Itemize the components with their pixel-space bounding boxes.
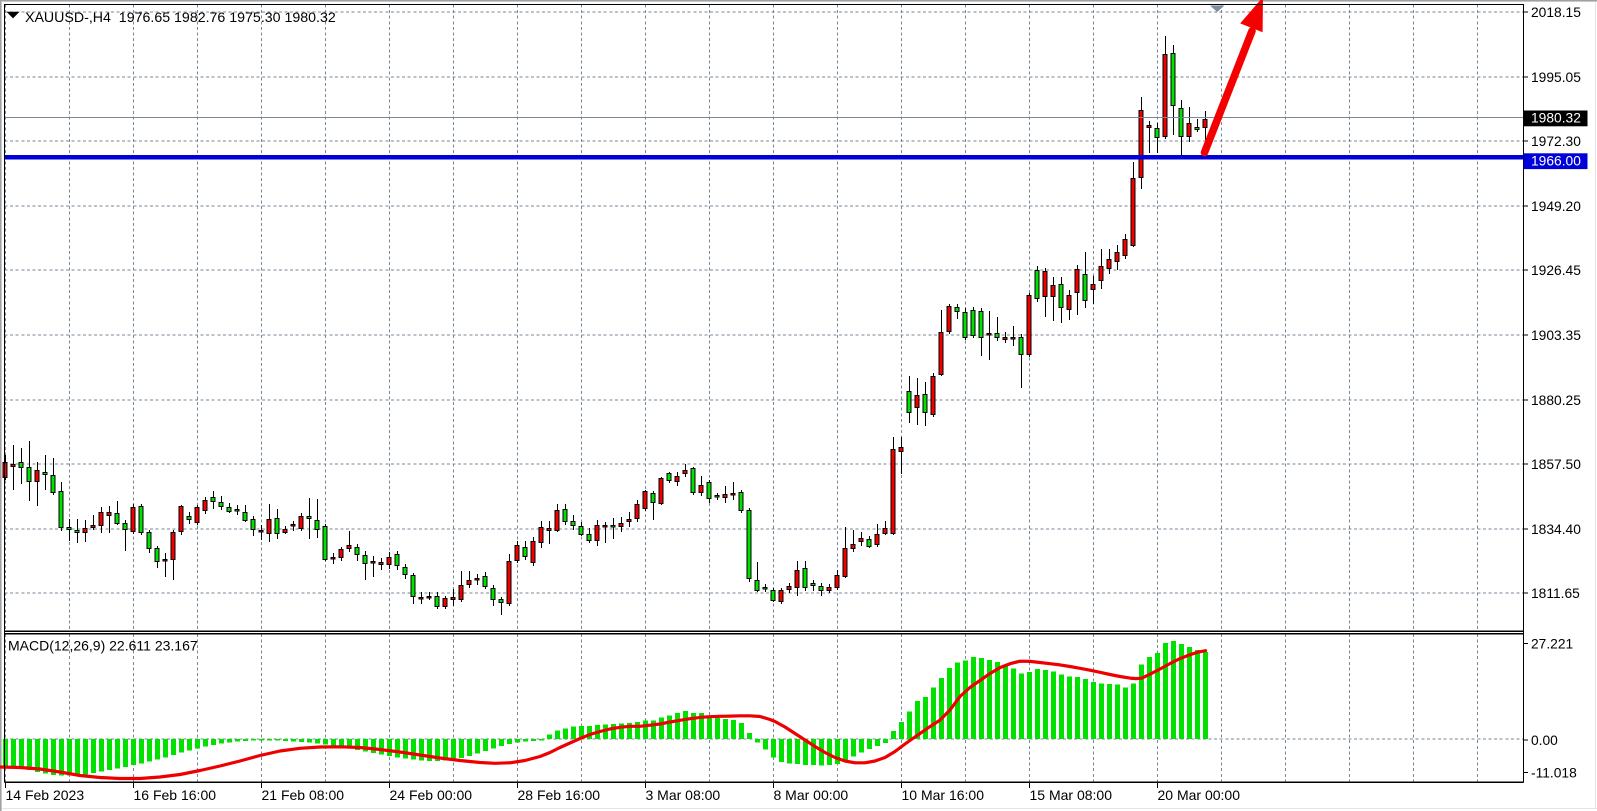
svg-text:1966.00: 1966.00 [1531,153,1581,168]
svg-text:20 Mar 00:00: 20 Mar 00:00 [1158,787,1241,803]
svg-text:1903.35: 1903.35 [1531,328,1581,343]
svg-text:1972.30: 1972.30 [1531,134,1581,149]
svg-text:3 Mar 08:00: 3 Mar 08:00 [646,787,721,803]
svg-text:15 Mar 08:00: 15 Mar 08:00 [1030,787,1113,803]
svg-text:-11.018: -11.018 [1531,765,1577,780]
svg-text:1949.20: 1949.20 [1531,199,1581,214]
svg-text:24 Feb 00:00: 24 Feb 00:00 [390,787,473,803]
svg-text:0.00: 0.00 [1531,733,1558,748]
svg-text:21 Feb 08:00: 21 Feb 08:00 [262,787,345,803]
svg-text:1995.05: 1995.05 [1531,70,1581,85]
svg-text:16 Feb 16:00: 16 Feb 16:00 [134,787,217,803]
svg-text:10 Mar 16:00: 10 Mar 16:00 [902,787,985,803]
svg-text:14 Feb 2023: 14 Feb 2023 [6,787,85,803]
svg-text:1857.50: 1857.50 [1531,457,1581,472]
svg-text:2018.15: 2018.15 [1531,5,1581,20]
svg-text:1880.25: 1880.25 [1531,393,1581,408]
svg-text:MACD(12,26,9) 22.611 23.167: MACD(12,26,9) 22.611 23.167 [8,638,198,654]
svg-text:XAUUSD-,H4 1976.65 1982.76 19: XAUUSD-,H4 1976.65 1982.76 1975.30 1980.… [25,10,336,26]
svg-text:1811.65: 1811.65 [1531,586,1580,601]
svg-text:1926.45: 1926.45 [1531,263,1581,278]
svg-text:1980.32: 1980.32 [1531,111,1581,126]
svg-text:8 Mar 00:00: 8 Mar 00:00 [774,787,849,803]
svg-text:27.221: 27.221 [1531,636,1573,651]
svg-text:1834.40: 1834.40 [1531,522,1581,537]
svg-text:28 Feb 16:00: 28 Feb 16:00 [518,787,601,803]
